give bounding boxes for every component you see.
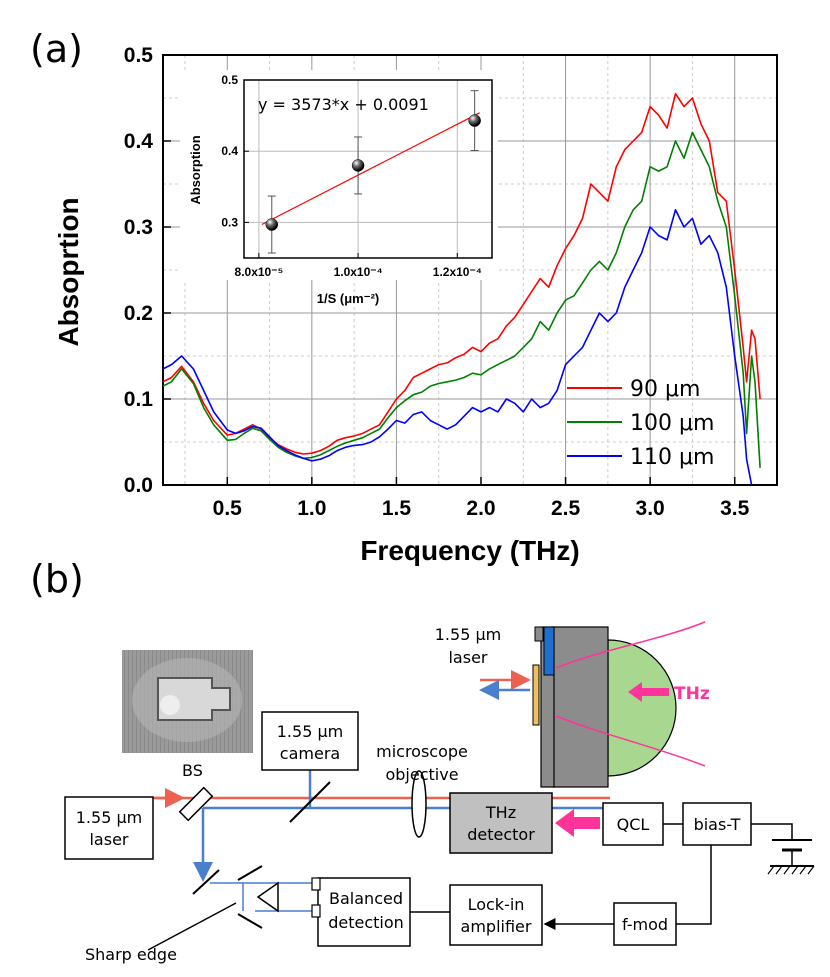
data-point — [265, 218, 279, 231]
edge-mirror-bottom — [237, 913, 263, 929]
thz-detector-box — [449, 792, 553, 854]
detector-label-line1: THz — [485, 803, 516, 822]
setup-schematic: 1.55 μm laser BS 1.55 μm camera microsco… — [64, 621, 815, 964]
biast-box — [682, 802, 752, 846]
series-line-110um — [162, 209, 753, 486]
thz-detail-arrow — [628, 682, 669, 702]
biast-fmod-wire — [676, 845, 712, 925]
fmod-label: f-mod — [622, 915, 668, 934]
microscope-objective-lens — [411, 770, 427, 838]
balanced-label-line2: detection — [328, 913, 404, 932]
inset-x-axis-title: 1/S (μm⁻²) — [317, 291, 380, 306]
detail-thz-label: THz — [674, 684, 710, 704]
laser-box — [64, 796, 154, 860]
main-plot-frame — [162, 54, 778, 486]
inset-tick-labels: 8.0x10⁻⁵ 1.0x10⁻⁴ 1.2x10⁻⁴ 0.3 0.4 0.5 — [221, 73, 482, 279]
main-x-tick-label: 1.5 — [382, 497, 412, 520]
main-x-tick-label: 1.0 — [297, 497, 326, 520]
inset-points-group — [261, 90, 481, 254]
balanced-label-line1: Balanced — [329, 889, 403, 908]
biast-label: bias-T — [694, 815, 741, 834]
detector-clip — [534, 626, 544, 642]
prism — [256, 881, 279, 913]
lockin-label-line2: amplifier — [461, 917, 532, 936]
lockin-box — [449, 884, 543, 946]
fit-line — [261, 112, 480, 226]
detector-detail: THz 1.55 μm laser — [435, 621, 710, 788]
thz-ray-top — [555, 621, 706, 669]
thz-ray-bottom — [555, 715, 706, 767]
data-point — [351, 159, 365, 172]
sharp-edge-label: Sharp edge — [85, 945, 177, 964]
main-tick-labels: 0.5 1.0 1.5 2.0 2.5 3.0 3.5 0.0 0.1 0.2 0.3 0.4 0.5 — [124, 44, 750, 520]
qcl-label: QCL — [617, 815, 650, 834]
laser-label-line2: laser — [89, 830, 128, 849]
balanced-detection-box — [317, 877, 411, 947]
inset-chart: 8.0x10⁻⁵ 1.0x10⁻⁴ 1.2x10⁻⁴ 0.3 0.4 0.5 y = 35… — [180, 70, 498, 306]
main-y-axis-title: Absoprtion — [53, 197, 84, 346]
main-y-tick-label: 0.3 — [124, 216, 153, 239]
fit-equation: y = 3573*x + 0.0091 — [258, 95, 429, 114]
detail-laser-label-line2: laser — [448, 648, 487, 667]
detector-contact — [532, 664, 540, 726]
main-y-tick-label: 0.2 — [124, 302, 153, 325]
battery-wire — [751, 823, 793, 840]
detector-layer — [543, 626, 555, 676]
inset-x-tick-label: 8.0x10⁻⁵ — [235, 265, 284, 279]
qcl-box — [602, 802, 664, 846]
detector-label-line2: detector — [467, 825, 535, 844]
main-x-axis-title: Frequency (THz) — [360, 535, 579, 566]
thz-beam-arrow — [555, 809, 600, 837]
inset-background — [180, 70, 498, 280]
main-x-tick-label: 3.0 — [636, 497, 665, 520]
detector-substrate — [551, 626, 609, 788]
inset-y-tick-label: 0.3 — [221, 215, 238, 229]
bs-label: BS — [182, 761, 203, 780]
silicon-lens — [607, 639, 677, 777]
laser-label-line1: 1.55 μm — [76, 808, 142, 827]
main-y-tick-label: 0.5 — [124, 44, 154, 67]
lockin-label-line1: Lock-in — [468, 895, 525, 914]
beam-splitter — [178, 786, 214, 822]
main-x-tick-label: 2.5 — [551, 497, 581, 520]
main-legend: 90 μm 100 μm 110 μm — [567, 377, 714, 470]
photodiode-bottom — [311, 904, 321, 918]
inset-x-tick-label: 1.0x10⁻⁴ — [334, 265, 383, 279]
camera-box — [261, 711, 359, 771]
series-line-100um — [162, 131, 761, 468]
camera-label-line1: 1.55 μm — [277, 722, 343, 741]
inset-plot-frame — [243, 79, 493, 259]
main-series-group — [162, 92, 761, 486]
legend-label-100: 100 μm — [630, 411, 714, 436]
objective-label-line1: microscope — [376, 742, 468, 761]
inset-y-axis-title: Absorption — [188, 135, 203, 204]
camera-label-line2: camera — [280, 744, 340, 763]
main-y-tick-label: 0.0 — [124, 474, 153, 497]
photodiode-top — [311, 877, 321, 891]
inset-y-tick-label: 0.4 — [221, 144, 238, 158]
main-x-tick-label: 0.5 — [213, 497, 243, 520]
legend-label-110: 110 μm — [630, 445, 714, 470]
inset-x-tick-label: 1.2x10⁻⁴ — [433, 265, 482, 279]
legend-label-90: 90 μm — [630, 377, 700, 402]
inset-y-tick-label: 0.5 — [221, 73, 238, 87]
micrograph-spot — [160, 695, 180, 715]
lower-mirror — [192, 869, 220, 895]
sharp-edge-pointer — [147, 902, 237, 951]
panel-a-label: (a) — [30, 27, 83, 71]
camera-mirror — [289, 781, 331, 823]
sample-micrograph — [122, 650, 253, 753]
main-x-tick-label: 2.0 — [466, 497, 495, 520]
detail-laser-label-line1: 1.55 μm — [435, 625, 501, 644]
main-y-tick-label: 0.4 — [124, 130, 154, 153]
ground-hatch — [767, 865, 815, 875]
main-x-tick-label: 3.5 — [720, 497, 750, 520]
main-y-tick-label: 0.1 — [124, 388, 154, 411]
panel-b-label: (b) — [30, 557, 84, 601]
objective-label-line2: objective — [385, 765, 458, 784]
edge-mirror-top — [237, 865, 263, 881]
data-point — [468, 114, 481, 127]
